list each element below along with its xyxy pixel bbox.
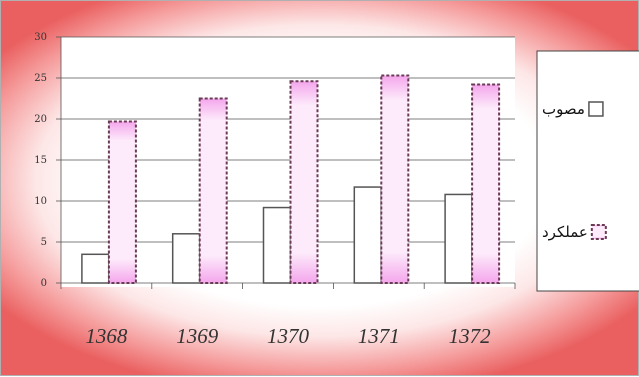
bar-approved (353, 186, 383, 284)
bar-performance (107, 120, 137, 284)
legend-swatch-performance (590, 224, 607, 240)
y-tick-label: 0 (41, 278, 47, 289)
legend-swatch-approved (588, 101, 604, 117)
bar-approved (81, 253, 110, 284)
y-tick-label: 25 (34, 73, 47, 84)
legend-box (536, 50, 639, 292)
y-tick-label: 30 (34, 32, 47, 43)
bars (81, 74, 501, 285)
bar-approved (171, 233, 201, 284)
x-category-label: 1371 (358, 324, 400, 348)
legend: مصوب عملکرد (536, 50, 639, 292)
bar-performance (471, 83, 501, 284)
y-tick-label: 15 (34, 155, 47, 166)
x-category-label: 1369 (176, 324, 219, 348)
y-tick-label: 5 (41, 237, 47, 248)
legend-label: مصوب (542, 100, 585, 118)
bar-performance (380, 74, 410, 285)
axis-labels: 0 5 10 15 20 25 30 1368 1369 1370 1371 1372 (34, 32, 491, 348)
y-tick-label: 10 (34, 196, 47, 207)
legend-label: عملکرد (542, 223, 588, 241)
bar-approved (444, 193, 473, 284)
y-tick-label: 20 (34, 114, 47, 125)
x-category-label: 1368 (85, 324, 128, 348)
bar-performance (289, 80, 319, 284)
bar-performance (198, 97, 228, 284)
x-category-label: 1370 (267, 324, 310, 348)
x-category-label: 1372 (449, 324, 492, 348)
bar-approved (262, 206, 292, 284)
